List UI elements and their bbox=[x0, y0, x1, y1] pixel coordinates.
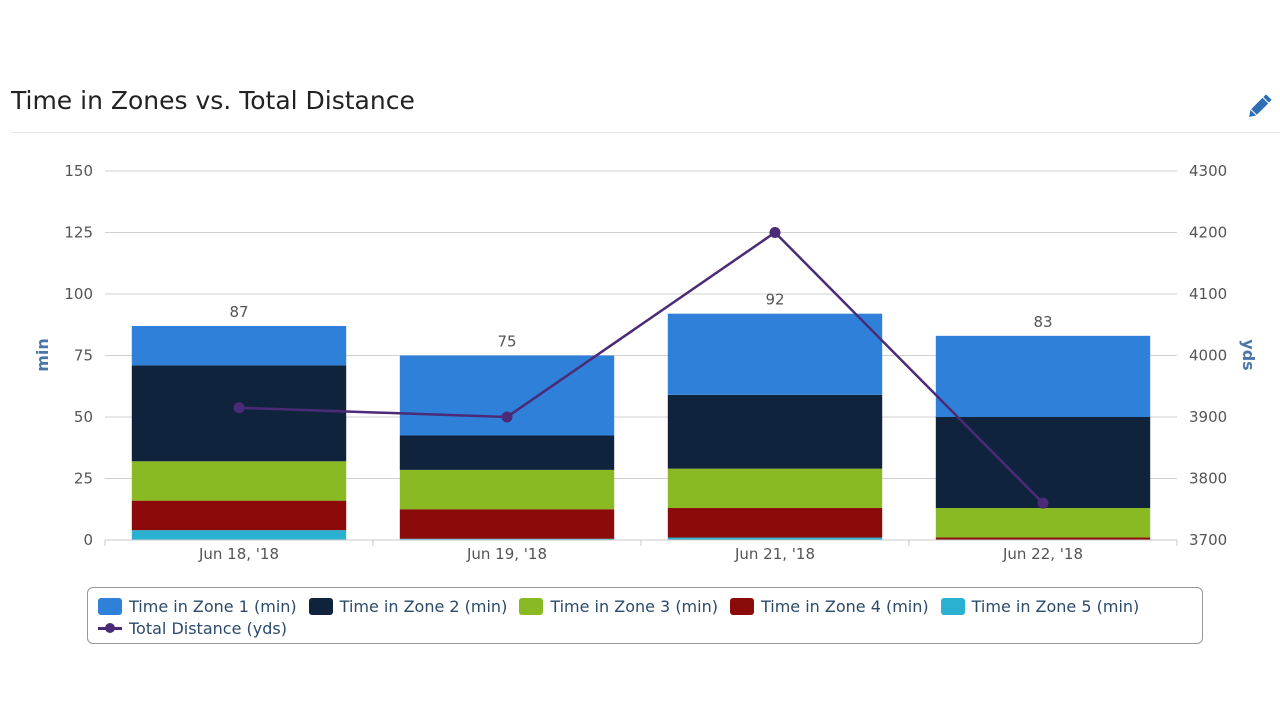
bar-segment bbox=[935, 335, 1151, 417]
legend-item-total-distance[interactable]: Total Distance (yds) bbox=[98, 619, 287, 638]
x-tick-label: Jun 18, '18 bbox=[198, 545, 279, 563]
edit-button[interactable] bbox=[1244, 92, 1274, 122]
legend-item-zone3[interactable]: Time in Zone 3 (min) bbox=[519, 597, 718, 616]
bar-segment bbox=[667, 394, 883, 469]
zones-chart: 0 25 50 75 100 125 150 3700 3800 3900 4000 4100 4200… bbox=[33, 162, 1258, 563]
distance-point bbox=[501, 411, 513, 423]
legend-swatch bbox=[940, 598, 965, 615]
legend-label: Time in Zone 2 (min) bbox=[339, 597, 508, 616]
legend-label: Total Distance (yds) bbox=[129, 619, 287, 638]
y2-axis-title: yds bbox=[1239, 339, 1258, 370]
pencil-icon bbox=[1249, 94, 1272, 117]
legend-item-zone1[interactable]: Time in Zone 1 (min) bbox=[98, 597, 297, 616]
y-tick-label: 150 bbox=[64, 162, 93, 180]
bar-segment bbox=[131, 365, 347, 462]
bar-segment bbox=[131, 530, 347, 540]
legend-label: Time in Zone 1 (min) bbox=[129, 597, 297, 616]
y-tick-label: 50 bbox=[74, 408, 93, 426]
bar-segment bbox=[399, 469, 615, 510]
legend-swatch bbox=[98, 598, 122, 615]
legend-swatch bbox=[519, 598, 544, 615]
y2-tick-label: 3800 bbox=[1189, 470, 1227, 488]
y2-tick-label: 3900 bbox=[1189, 408, 1227, 426]
y-tick-label: 75 bbox=[74, 347, 93, 365]
legend-swatch bbox=[308, 598, 333, 615]
legend-row-distance: Total Distance (yds) bbox=[98, 619, 299, 638]
chart-title: Time in Zones vs. Total Distance bbox=[11, 86, 415, 115]
legend-label: Time in Zone 4 (min) bbox=[760, 597, 929, 616]
axes: 0 25 50 75 100 125 150 3700 3800 3900 4000 4100 4200… bbox=[64, 162, 1227, 563]
bar-segment bbox=[667, 508, 883, 538]
distance-point bbox=[1037, 497, 1049, 509]
bar-segment bbox=[667, 313, 883, 395]
bar-segment bbox=[399, 435, 615, 470]
bar-total-label: 87 bbox=[229, 303, 248, 321]
bar-segment bbox=[399, 509, 615, 539]
distance-point bbox=[769, 227, 781, 238]
legend-line-swatch bbox=[98, 620, 122, 637]
y-tick-label: 100 bbox=[64, 285, 93, 303]
bar-segment bbox=[667, 468, 883, 509]
bar-segment bbox=[131, 461, 347, 501]
y2-tick-label: 4200 bbox=[1189, 224, 1227, 242]
x-tick-label: Jun 21, '18 bbox=[734, 545, 815, 563]
bar-segment bbox=[131, 325, 347, 366]
legend-item-zone4[interactable]: Time in Zone 4 (min) bbox=[729, 597, 929, 616]
y-tick-label: 0 bbox=[83, 531, 93, 549]
bar-segment bbox=[131, 500, 347, 531]
y2-tick-label: 4300 bbox=[1189, 162, 1227, 180]
y-axis-title: min bbox=[33, 338, 52, 372]
legend-swatch bbox=[729, 598, 754, 615]
legend-item-zone5[interactable]: Time in Zone 5 (min) bbox=[940, 597, 1140, 616]
bar-segment bbox=[935, 537, 1151, 540]
bar-segment bbox=[399, 538, 615, 540]
y2-tick-label: 4000 bbox=[1189, 347, 1227, 365]
bar-total-label: 92 bbox=[765, 291, 784, 309]
legend-item-zone2[interactable]: Time in Zone 2 (min) bbox=[308, 597, 508, 616]
bar-total-label: 75 bbox=[497, 333, 516, 351]
bar-segment bbox=[399, 355, 615, 436]
legend-row-zones: Time in Zone 1 (min) Time in Zone 2 (min… bbox=[98, 597, 1151, 616]
x-tick-label: Jun 19, '18 bbox=[466, 545, 547, 563]
distance-line-path bbox=[238, 231, 1044, 504]
bar-segment bbox=[935, 417, 1151, 509]
chart-header: Time in Zones vs. Total Distance bbox=[11, 80, 1280, 133]
distance-point bbox=[233, 402, 245, 414]
chart-legend: Time in Zone 1 (min) Time in Zone 2 (min… bbox=[87, 587, 1203, 644]
legend-label: Time in Zone 5 (min) bbox=[971, 597, 1140, 616]
y-tick-label: 25 bbox=[74, 470, 93, 488]
y2-tick-label: 3700 bbox=[1189, 531, 1227, 549]
x-tick-label: Jun 22, '18 bbox=[1002, 545, 1083, 563]
bars bbox=[131, 313, 1151, 540]
y-tick-label: 125 bbox=[64, 224, 93, 242]
bar-total-label: 83 bbox=[1033, 313, 1052, 331]
distance-line bbox=[233, 227, 1049, 509]
y2-tick-label: 4100 bbox=[1189, 285, 1227, 303]
bar-segment bbox=[667, 537, 883, 540]
legend-label: Time in Zone 3 (min) bbox=[550, 597, 718, 616]
bar-segment bbox=[935, 508, 1151, 538]
